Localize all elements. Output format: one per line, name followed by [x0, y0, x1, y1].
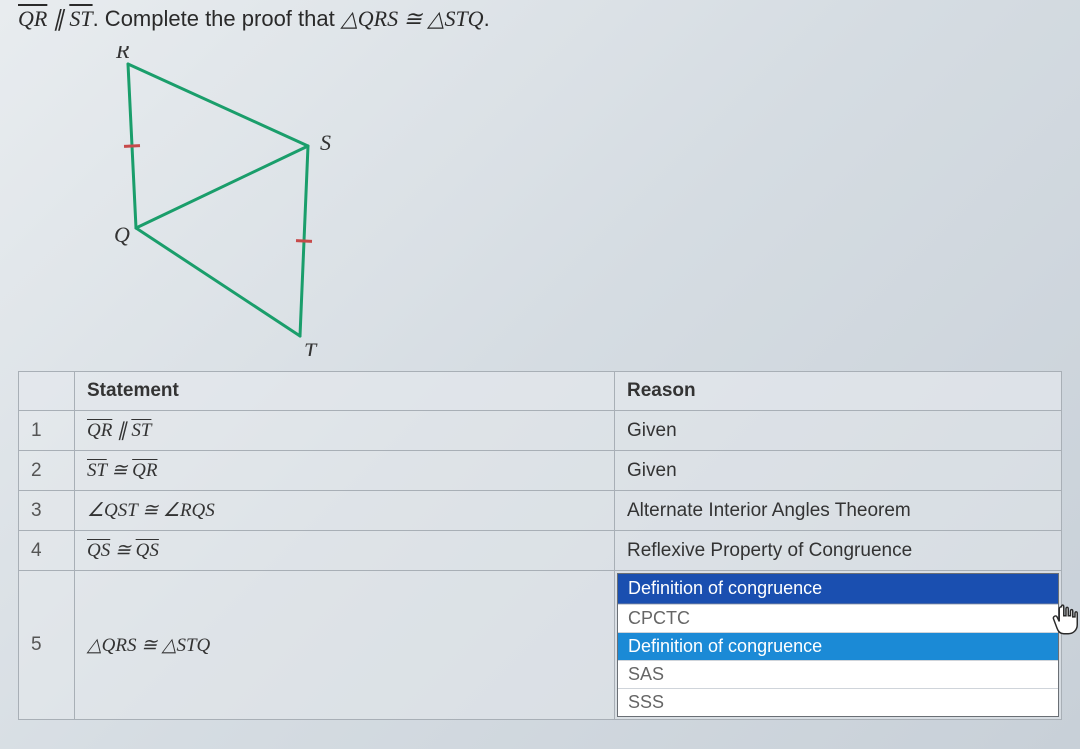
reason-dropdown-cell[interactable]: Definition of congruenceCPCTCDefinition …: [615, 571, 1062, 720]
row-number: 3: [19, 491, 75, 531]
col-statement-header: Statement: [75, 372, 615, 411]
svg-text:R: R: [115, 46, 130, 63]
table-row: 1QR ∥ STGiven: [19, 411, 1062, 451]
proof-table: Statement Reason 1QR ∥ STGiven2ST ≅ QRGi…: [18, 371, 1062, 720]
seg-st: ST: [69, 6, 92, 31]
dropdown-option[interactable]: Definition of congruence: [618, 632, 1058, 660]
statement-cell: ∠QST ≅ ∠RQS: [75, 491, 615, 531]
table-row: 3∠QST ≅ ∠RQSAlternate Interior Angles Th…: [19, 491, 1062, 531]
dropdown-option[interactable]: SSS: [618, 688, 1058, 716]
col-num-header: [19, 372, 75, 411]
statement-cell: △QRS ≅ △STQ: [75, 571, 615, 720]
row-number: 1: [19, 411, 75, 451]
reason-dropdown[interactable]: Definition of congruenceCPCTCDefinition …: [617, 573, 1059, 717]
seg-qr: QR: [18, 6, 47, 31]
svg-text:T: T: [304, 338, 318, 356]
table-row: 2ST ≅ QRGiven: [19, 451, 1062, 491]
reason-cell: Given: [615, 411, 1062, 451]
table-row: 5△QRS ≅ △STQDefinition of congruenceCPCT…: [19, 571, 1062, 720]
table-row: 4QS ≅ QSReflexive Property of Congruence: [19, 531, 1062, 571]
triangle-diagram: R S Q T: [78, 46, 358, 356]
svg-text:Q: Q: [114, 222, 130, 247]
row-number: 4: [19, 531, 75, 571]
dropdown-option[interactable]: CPCTC: [618, 604, 1058, 632]
dropdown-selected[interactable]: Definition of congruence: [618, 574, 1058, 604]
reason-cell: Given: [615, 451, 1062, 491]
reason-cell: Reflexive Property of Congruence: [615, 531, 1062, 571]
col-reason-header: Reason: [615, 372, 1062, 411]
reason-cell: Alternate Interior Angles Theorem: [615, 491, 1062, 531]
svg-text:S: S: [320, 130, 331, 155]
statement-cell: ST ≅ QR: [75, 451, 615, 491]
statement-cell: QS ≅ QS: [75, 531, 615, 571]
row-number: 2: [19, 451, 75, 491]
hand-cursor-icon: [1048, 600, 1080, 636]
problem-prompt: QR ∥ ST. Complete the proof that △QRS ≅ …: [18, 6, 1062, 32]
statement-cell: QR ∥ ST: [75, 411, 615, 451]
row-number: 5: [19, 571, 75, 720]
dropdown-option[interactable]: SAS: [618, 660, 1058, 688]
